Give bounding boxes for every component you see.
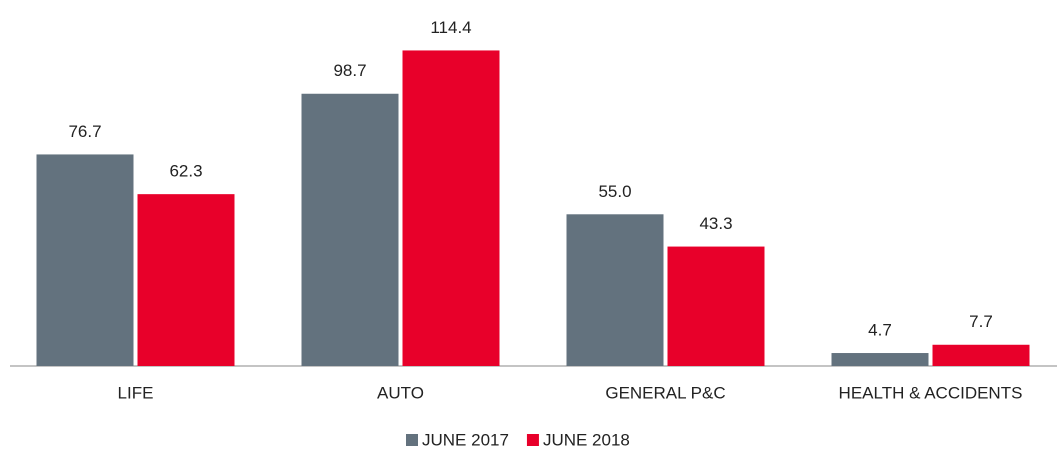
legend-swatch [406, 434, 418, 446]
bar [137, 194, 235, 366]
legend-label: JUNE 2017 [422, 430, 509, 449]
bar [831, 353, 929, 366]
bar [932, 344, 1030, 366]
data-label: 114.4 [430, 18, 471, 37]
bar [667, 246, 765, 366]
bar [36, 154, 134, 366]
data-label: 7.7 [969, 312, 993, 331]
x-tick-label: HEALTH & ACCIDENTS [839, 383, 1023, 402]
data-label: 43.3 [699, 214, 732, 233]
bar [402, 50, 500, 367]
data-label: 55.0 [598, 182, 631, 201]
legend-label: JUNE 2018 [543, 430, 630, 449]
data-label: 98.7 [333, 61, 366, 80]
bar [566, 214, 664, 366]
x-tick-label: LIFE [118, 383, 154, 402]
x-tick-label: GENERAL P&C [605, 383, 725, 402]
data-label: 76.7 [68, 122, 101, 141]
data-label: 62.3 [169, 162, 202, 181]
data-label: 4.7 [868, 321, 892, 340]
bar [301, 93, 399, 366]
x-tick-label: AUTO [377, 383, 424, 402]
legend-swatch [526, 434, 539, 446]
